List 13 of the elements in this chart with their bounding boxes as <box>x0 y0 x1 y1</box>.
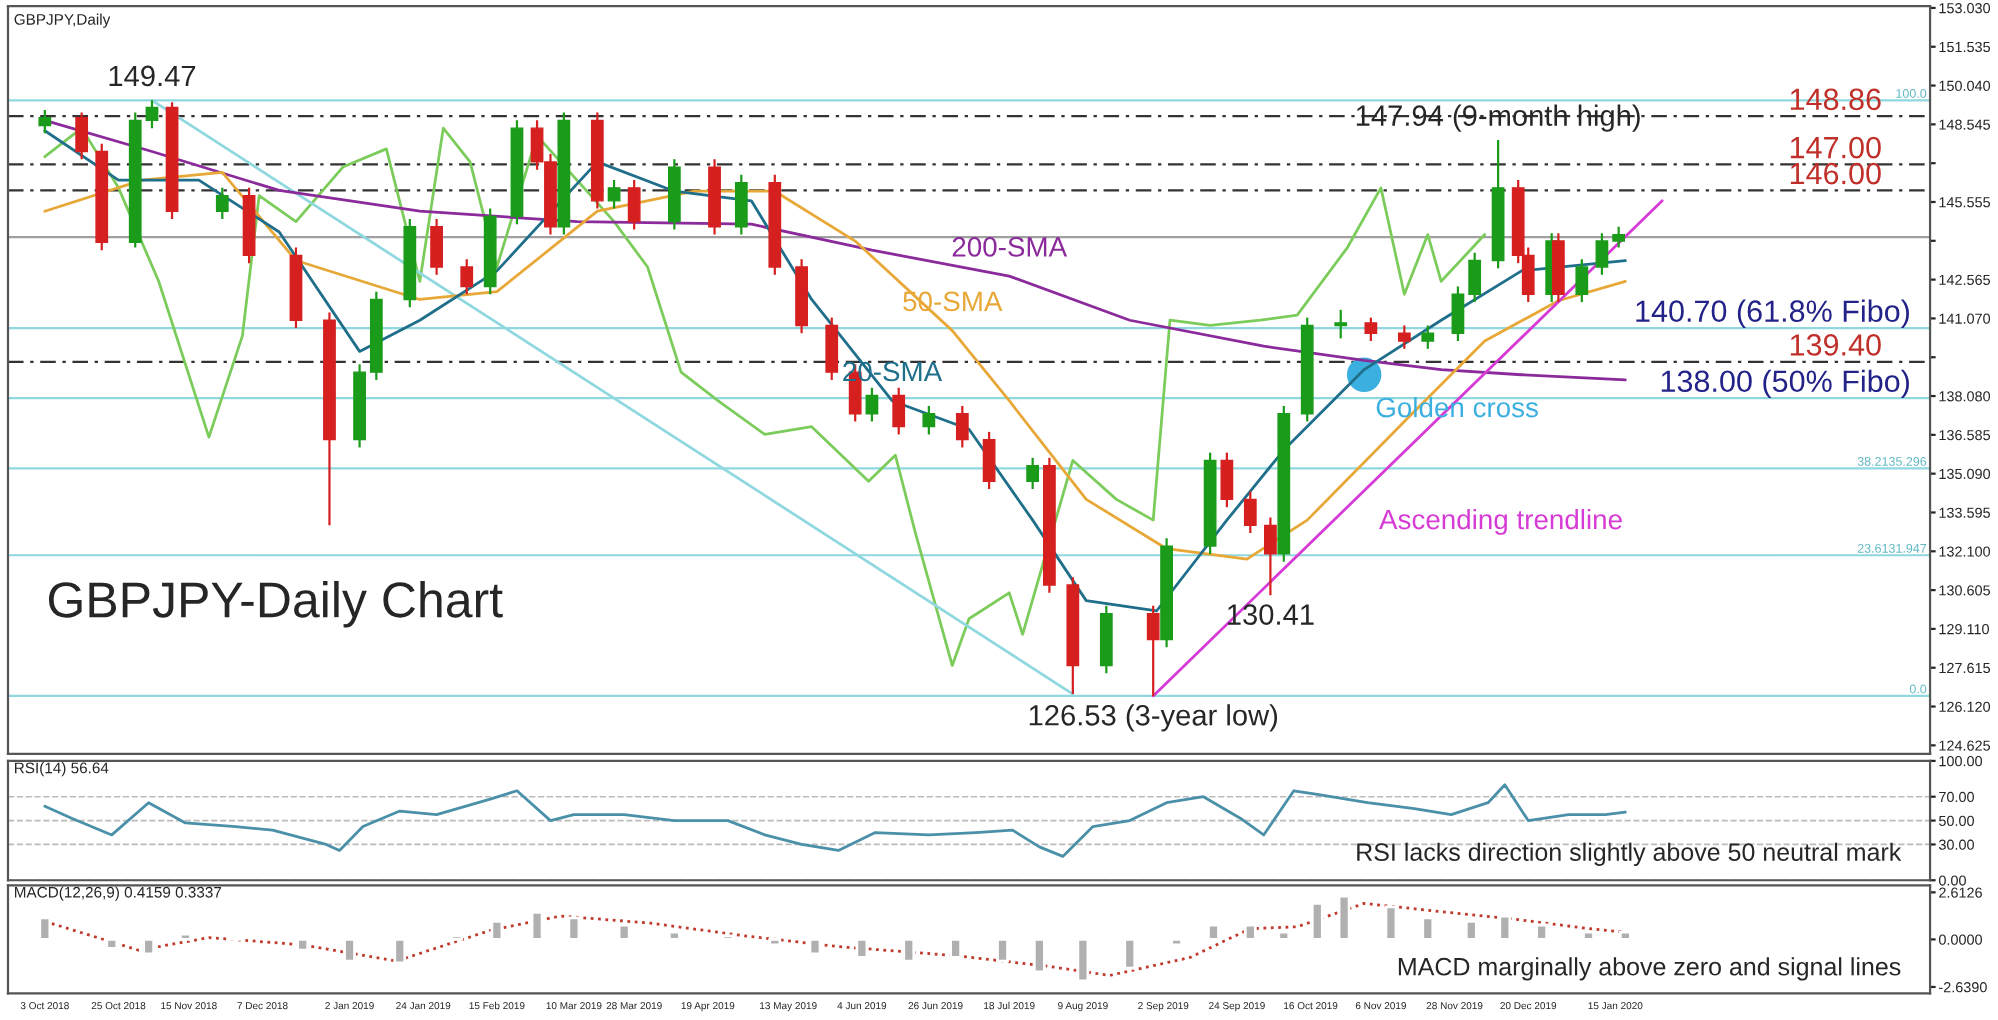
annotation: 126.53 (3-year low) <box>1029 704 1278 732</box>
annotation: GBPJPY-Daily Chart <box>48 580 503 628</box>
annotation: 149.47 <box>109 65 196 87</box>
ref-line-label: 148.86 <box>1790 88 1881 111</box>
ref-line-label: 147.00 <box>1790 136 1881 159</box>
series-label: 200-SMA <box>952 237 1068 257</box>
ref-line-label: 140.70 (61.8% Fibo) <box>1636 299 1909 329</box>
ref-line-label: 146.00 <box>1790 162 1881 185</box>
ref-line-label: 139.40 <box>1790 334 1881 356</box>
ref-line-label: 138.00 (50% Fibo) <box>1661 369 1909 399</box>
series-label: Ascending trendline <box>1379 508 1622 535</box>
annotation: RSI lacks direction slightly above 50 neutral mark <box>1357 842 1902 866</box>
annotation: MACD marginally above zero and signal lines <box>1398 957 1901 981</box>
